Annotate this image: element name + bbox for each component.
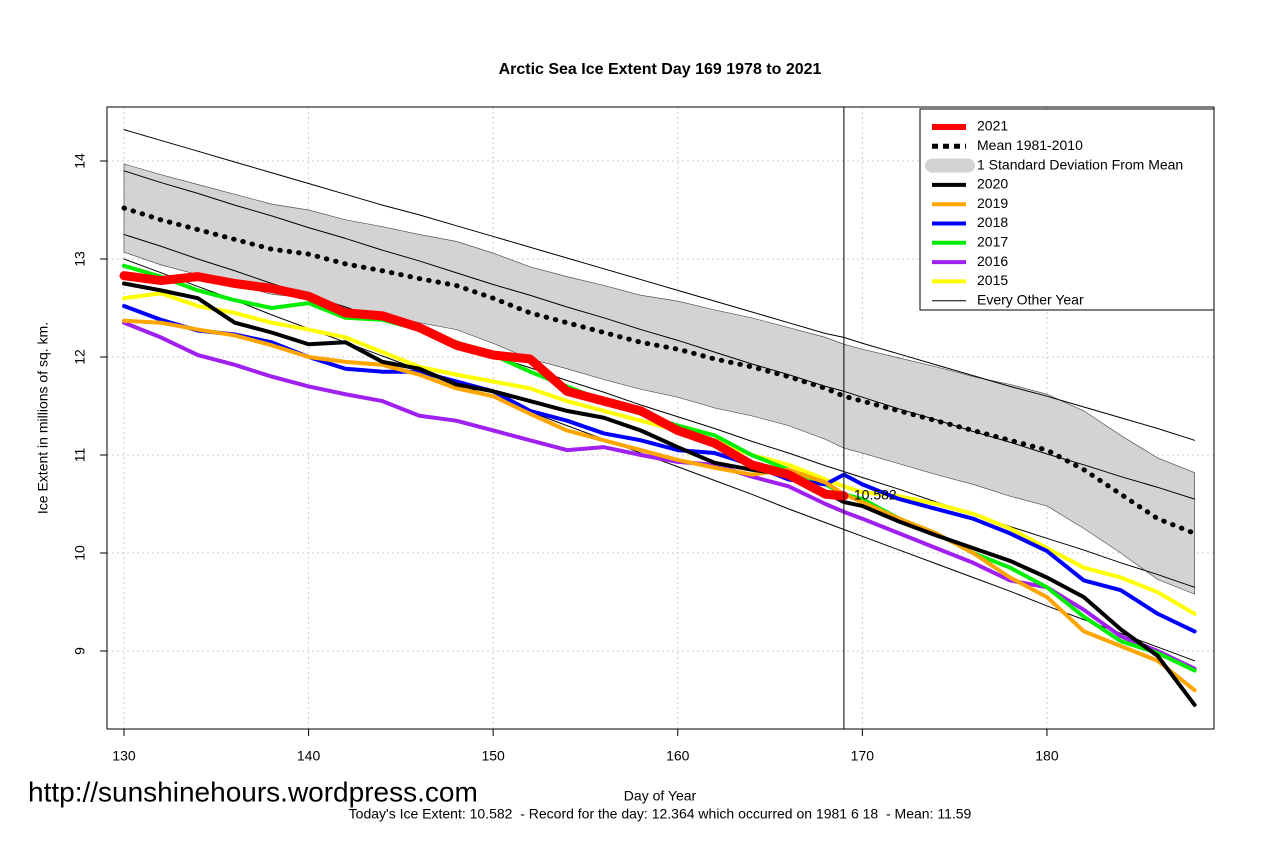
legend-label: 2016 <box>977 253 1008 269</box>
legend-label: 2019 <box>977 195 1008 211</box>
legend-box <box>919 108 1215 311</box>
watermark: http://sunshinehours.wordpress.com <box>28 776 478 807</box>
legend-label: 2017 <box>977 234 1008 250</box>
legend-label: Mean 1981-2010 <box>977 137 1083 153</box>
x-tick-label: 130 <box>112 748 136 764</box>
x-tick-label: 140 <box>297 748 321 764</box>
plot-area <box>119 129 1198 707</box>
legend-label: 2020 <box>977 176 1008 192</box>
y-tick-label: 14 <box>72 153 88 169</box>
legend-label: 2018 <box>977 214 1008 230</box>
series-line <box>119 271 849 501</box>
legend-label: 2021 <box>977 118 1008 134</box>
other-year-line <box>123 170 1196 500</box>
y-tick-label: 11 <box>72 448 88 463</box>
y-tick-label: 10 <box>72 545 88 561</box>
x-tick-label: 160 <box>666 748 690 764</box>
y-axis-label: Ice Extent in millions of sq. km. <box>35 322 51 514</box>
footer: Today's Ice Extent: 10.582 - Record for … <box>349 806 972 822</box>
other-year-line <box>123 129 1196 441</box>
chart-title: Arctic Sea Ice Extent Day 169 1978 to 20… <box>499 61 822 78</box>
value-label: 10.582 <box>854 487 897 503</box>
y-tick-label: 12 <box>72 349 88 365</box>
series-line <box>121 318 1197 693</box>
legend-label: 2015 <box>977 272 1008 288</box>
legend-label: 1 Standard Deviation From Mean <box>977 156 1183 172</box>
y-tick-label: 13 <box>72 251 88 267</box>
legend-label: Every Other Year <box>977 291 1084 307</box>
plot-frame <box>106 106 1215 730</box>
series-line <box>121 205 1198 536</box>
x-tick-label: 150 <box>481 748 505 764</box>
x-axis-label: Day of Year <box>624 788 697 804</box>
y-tick-label: 9 <box>72 647 88 655</box>
x-tick-label: 180 <box>1035 748 1059 764</box>
x-tick-label: 170 <box>851 748 875 764</box>
series-line <box>121 281 1197 707</box>
